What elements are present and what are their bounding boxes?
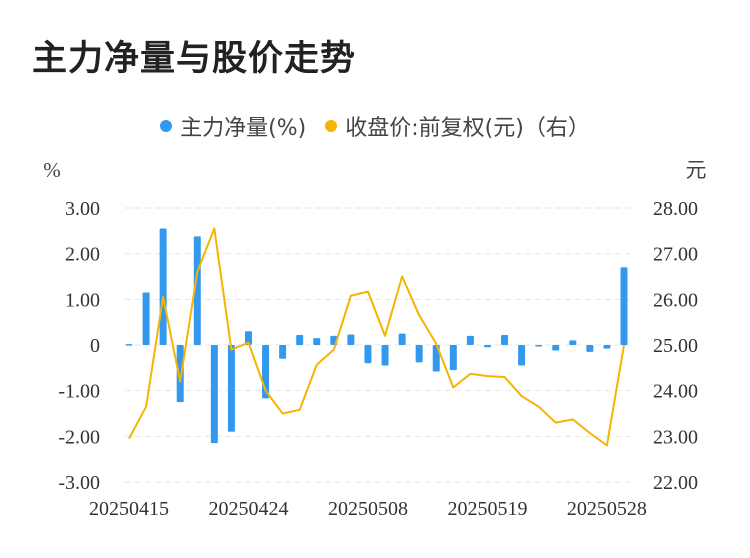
x-tick-label: 20250424: [208, 498, 288, 520]
line-series: [128, 227, 625, 447]
grid-lines: [125, 207, 630, 483]
left-tick-label: 0: [90, 335, 100, 357]
bar[interactable]: [296, 334, 304, 345]
bar[interactable]: [603, 345, 611, 349]
right-axis-ticks: 28.00 27.00 26.00 25.00 24.00 23.00 22.00: [653, 198, 698, 494]
legend-label-line: 收盘价:前复权(元)（右）: [345, 116, 590, 141]
left-tick-label: 3.00: [65, 198, 100, 220]
left-tick-label: -1.00: [58, 381, 100, 403]
bar[interactable]: [432, 345, 440, 372]
right-tick-label: 24.00: [653, 381, 698, 403]
left-axis-unit: %: [43, 158, 61, 182]
bar[interactable]: [244, 331, 252, 345]
x-tick-label: 20250508: [328, 498, 408, 520]
bar[interactable]: [415, 345, 423, 363]
price-line[interactable]: [128, 227, 625, 447]
legend-item-bar[interactable]: 主力净量(%): [160, 110, 306, 142]
bar[interactable]: [483, 345, 491, 348]
bar[interactable]: [227, 345, 235, 432]
chart-title: 主力净量与股价走势: [32, 39, 357, 79]
left-tick-label: 1.00: [65, 289, 100, 311]
bar[interactable]: [142, 292, 150, 345]
bar[interactable]: [449, 345, 457, 371]
legend-line-swatch-icon: [325, 120, 338, 132]
bar[interactable]: [279, 345, 287, 359]
legend-bar-swatch-icon: [160, 120, 173, 132]
left-tick-label: -2.00: [58, 426, 100, 448]
right-tick-label: 27.00: [653, 244, 698, 266]
right-tick-label: 28.00: [653, 198, 698, 220]
right-axis-unit: 元: [686, 158, 707, 182]
legend-label-bar: 主力净量(%): [180, 116, 307, 141]
bar[interactable]: [466, 335, 474, 345]
bar[interactable]: [176, 345, 184, 403]
bar[interactable]: [501, 334, 509, 345]
x-tick-label: 20250528: [567, 498, 647, 520]
bar[interactable]: [535, 345, 543, 347]
bar[interactable]: [347, 334, 355, 345]
bar[interactable]: [586, 345, 594, 352]
right-tick-label: 22.00: [653, 472, 698, 494]
right-tick-label: 23.00: [653, 426, 698, 448]
bar[interactable]: [125, 344, 133, 346]
x-tick-label: 20250415: [89, 498, 169, 520]
chart-legend: 主力净量(%) 收盘价:前复权(元)（右）: [0, 110, 750, 142]
right-tick-label: 25.00: [653, 335, 698, 357]
right-tick-label: 26.00: [653, 289, 698, 311]
bar[interactable]: [569, 340, 577, 345]
x-tick-label: 20250519: [447, 498, 527, 520]
bar[interactable]: [552, 345, 560, 351]
left-tick-label: 2.00: [65, 244, 100, 266]
bar[interactable]: [313, 338, 321, 345]
bar[interactable]: [620, 267, 628, 345]
bar[interactable]: [364, 345, 372, 364]
bar-series: [125, 228, 628, 444]
x-axis-ticks: 20250415 20250424 20250508 20250519 20250528: [89, 498, 647, 520]
bar[interactable]: [518, 345, 526, 366]
legend-item-line[interactable]: 收盘价:前复权(元)（右）: [325, 110, 590, 142]
bar[interactable]: [210, 345, 218, 444]
bar[interactable]: [398, 333, 406, 345]
bar[interactable]: [193, 236, 201, 345]
left-axis-ticks: 3.00 2.00 1.00 0 -1.00 -2.00 -3.00: [58, 198, 100, 494]
bar[interactable]: [381, 345, 389, 366]
left-tick-label: -3.00: [58, 472, 100, 494]
bar[interactable]: [159, 228, 167, 345]
